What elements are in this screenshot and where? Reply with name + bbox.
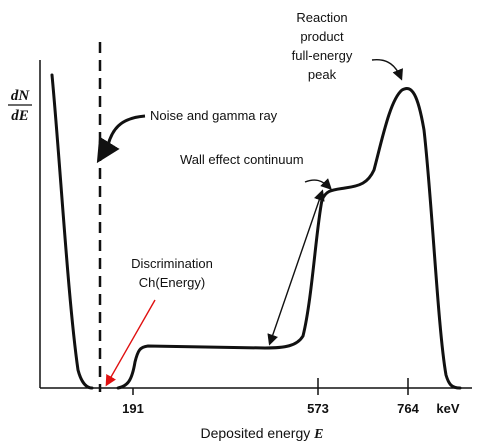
x-axis-title: Deposited energy E <box>201 425 324 442</box>
x-tick-label: 764 <box>397 401 419 416</box>
discrimination-arrow <box>105 299 156 387</box>
x-tick-label: 573 <box>307 401 329 416</box>
noise-arrow <box>96 114 146 164</box>
noise-curve <box>50 73 94 390</box>
annotation-line: Reaction <box>296 10 347 25</box>
x-tick-label: 191 <box>122 401 144 416</box>
annotation-line: Ch(Energy) <box>139 275 205 290</box>
wall-range-arrow <box>267 189 325 346</box>
wall-arrow <box>304 178 332 190</box>
peak-arrow <box>371 59 403 81</box>
annotation-line: full-energy <box>292 48 353 63</box>
x-axis-symbol: E <box>313 427 323 442</box>
annotation: Wall effect continuum <box>180 152 304 167</box>
x-unit: keV <box>436 401 459 416</box>
spectrum-curve <box>116 87 462 390</box>
annotation-line: peak <box>308 67 337 82</box>
annotation: Noise and gamma ray <box>150 108 278 123</box>
x-axis-title-text: Deposited energy <box>201 425 311 441</box>
annotation-line: Discrimination <box>131 256 213 271</box>
y-label-numerator: dN <box>11 88 31 104</box>
annotation-line: product <box>300 29 344 44</box>
y-label-denominator: dE <box>11 108 29 124</box>
